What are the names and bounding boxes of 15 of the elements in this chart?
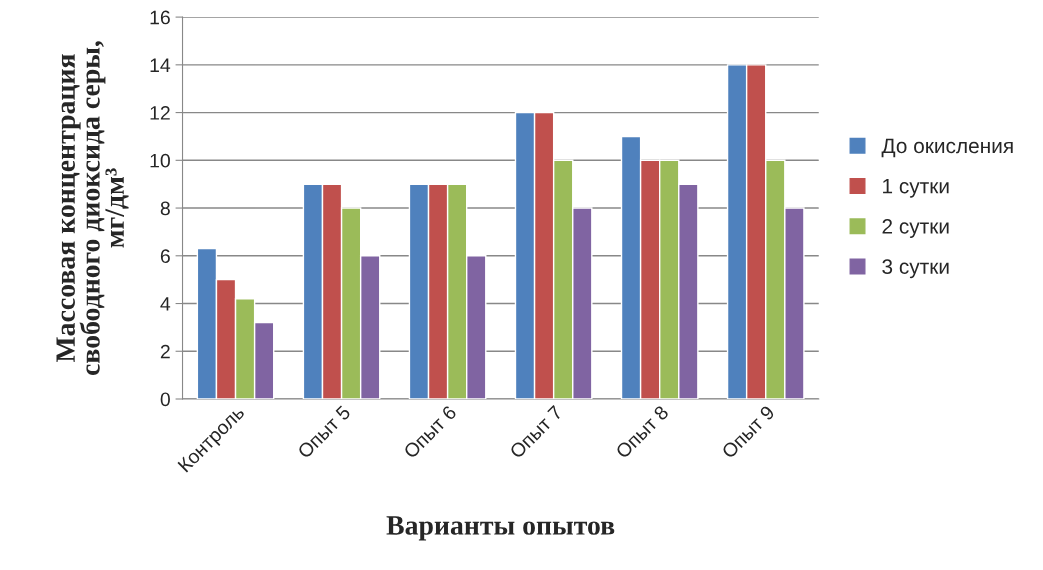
legend-label: 3 сутки <box>882 259 949 279</box>
y-axis-title: Массовая концентрация свободного диоксида серы, мг/дм³ <box>56 41 129 376</box>
x-axis-title: Варианты опытов <box>386 516 615 541</box>
legend-label: До окисления <box>881 138 1013 158</box>
y-tick-label: 16 <box>150 10 170 25</box>
y-tick-label: 8 <box>160 201 170 216</box>
y-tick-label: 2 <box>160 344 170 359</box>
y-tick-label: 4 <box>160 297 171 311</box>
y-tick-label: 6 <box>160 249 170 264</box>
y-tick-label: 14 <box>150 58 171 72</box>
y-tick-label: 10 <box>150 153 170 168</box>
legend-label: 2 сутки <box>882 219 949 238</box>
y-tick-label: 0 <box>160 392 170 407</box>
y-tick-label: 12 <box>150 106 170 120</box>
legend-label: 1 сутки <box>883 178 949 198</box>
